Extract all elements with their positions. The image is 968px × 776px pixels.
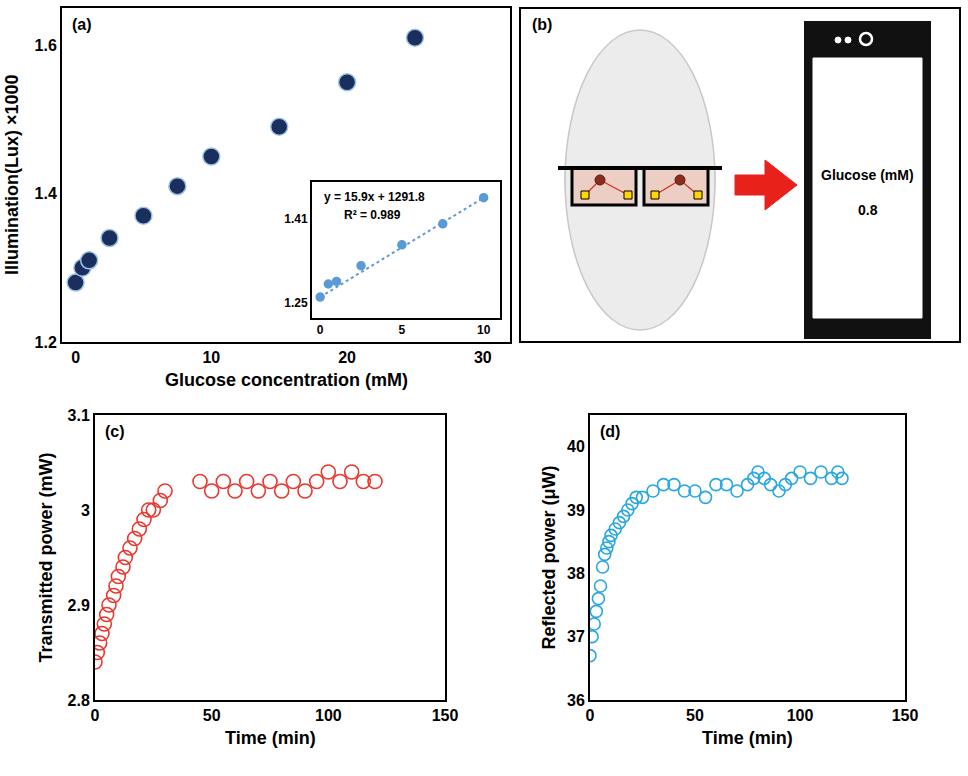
svg-text:100: 100 (787, 707, 814, 724)
svg-text:150: 150 (892, 707, 919, 724)
svg-text:30: 30 (474, 349, 492, 366)
svg-text:2.9: 2.9 (68, 597, 90, 614)
svg-text:150: 150 (432, 707, 459, 724)
svg-text:0.8: 0.8 (858, 202, 878, 218)
svg-text:36: 36 (567, 692, 585, 709)
svg-text:5: 5 (399, 323, 406, 337)
svg-text:Illumination(Lux) ×1000: Illumination(Lux) ×1000 (2, 74, 22, 275)
svg-text:10: 10 (477, 323, 491, 337)
svg-text:Reflected power (μW): Reflected power (μW) (539, 465, 559, 649)
svg-text:(b): (b) (532, 16, 552, 33)
svg-text:y = 15.9x + 1291.8: y = 15.9x + 1291.8 (324, 190, 425, 204)
svg-text:(d): (d) (600, 423, 620, 440)
svg-text:1.41: 1.41 (284, 212, 308, 226)
svg-text:0: 0 (586, 707, 595, 724)
svg-text:3: 3 (81, 502, 90, 519)
svg-text:2.8: 2.8 (68, 692, 90, 709)
svg-text:3.1: 3.1 (68, 407, 90, 424)
svg-text:1.25: 1.25 (284, 296, 308, 310)
svg-text:1.2: 1.2 (35, 334, 57, 351)
svg-text:Glucose concentration (mM): Glucose concentration (mM) (165, 370, 408, 390)
svg-text:40: 40 (567, 438, 585, 455)
svg-text:0: 0 (71, 349, 80, 366)
svg-text:Time (min): Time (min) (225, 728, 316, 748)
svg-text:100: 100 (315, 707, 342, 724)
svg-text:50: 50 (686, 707, 704, 724)
svg-text:20: 20 (338, 349, 356, 366)
svg-text:(c): (c) (105, 423, 125, 440)
svg-text:1.6: 1.6 (35, 37, 57, 54)
svg-text:Glucose (mM): Glucose (mM) (821, 167, 914, 183)
svg-text:(a): (a) (72, 16, 92, 33)
svg-text:Transmitted power (mW): Transmitted power (mW) (36, 452, 56, 662)
svg-text:0: 0 (317, 323, 324, 337)
svg-text:R² = 0.989: R² = 0.989 (344, 208, 401, 222)
svg-text:37: 37 (567, 628, 585, 645)
svg-text:50: 50 (203, 707, 221, 724)
svg-text:Time (min): Time (min) (702, 728, 793, 748)
svg-text:39: 39 (567, 502, 585, 519)
svg-text:1.4: 1.4 (35, 185, 57, 202)
svg-text:38: 38 (567, 565, 585, 582)
svg-text:0: 0 (91, 707, 100, 724)
svg-text:10: 10 (202, 349, 220, 366)
